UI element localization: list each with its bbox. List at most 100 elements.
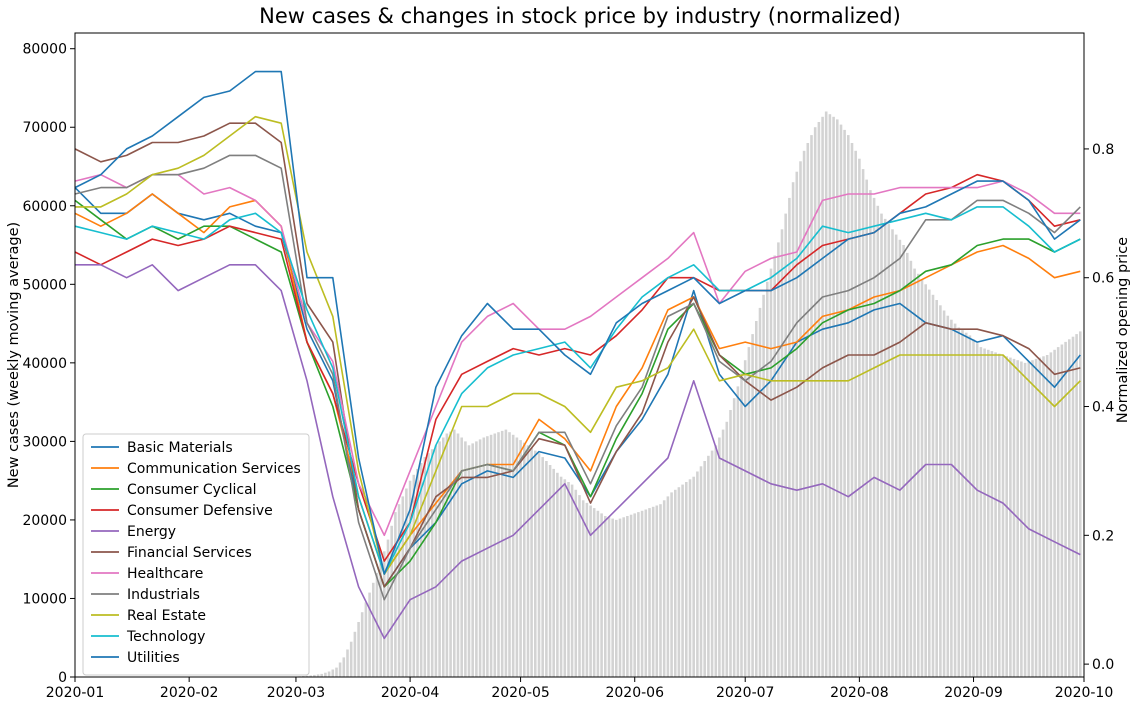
case-bar xyxy=(475,441,478,677)
legend-label: Technology xyxy=(126,629,205,645)
legend: Basic Materials Communication Services Con… xyxy=(82,433,310,676)
case-bar xyxy=(961,330,964,677)
y-left-tick-label: 50000 xyxy=(22,277,67,293)
legend-label: Industrials xyxy=(127,587,200,603)
series-line-8 xyxy=(75,115,1081,575)
case-bar xyxy=(434,445,438,677)
case-bar xyxy=(699,466,703,677)
case-bar xyxy=(920,279,924,677)
bars-layer xyxy=(276,111,1082,678)
case-bar xyxy=(405,488,408,677)
case-bar xyxy=(935,300,938,677)
x-tick-label: 2020-09 xyxy=(944,685,1003,701)
case-bar xyxy=(438,441,441,677)
case-bar xyxy=(964,332,968,677)
series-line-4 xyxy=(75,263,1081,640)
case-bar xyxy=(725,421,729,677)
case-bar xyxy=(320,673,323,677)
case-bar xyxy=(534,450,537,677)
case-bar xyxy=(511,434,515,677)
case-bar xyxy=(372,582,375,677)
case-bar xyxy=(791,182,795,677)
case-bar xyxy=(500,430,504,677)
legend-label: Basic Materials xyxy=(127,440,233,456)
case-bar xyxy=(924,284,927,677)
case-bar xyxy=(707,455,710,677)
case-bar xyxy=(648,508,651,677)
case-bar xyxy=(1034,358,1038,677)
case-bar xyxy=(979,347,983,677)
case-bar xyxy=(769,268,773,677)
case-bar xyxy=(604,516,607,677)
case-bar xyxy=(810,135,813,678)
y-left-tick-label: 20000 xyxy=(22,513,67,529)
case-bar xyxy=(556,472,559,677)
x-tick-label: 2020-04 xyxy=(381,685,440,701)
case-bar xyxy=(523,442,526,677)
case-bar xyxy=(813,127,817,677)
case-bar xyxy=(349,641,353,677)
case-bar xyxy=(342,657,346,677)
case-bar xyxy=(1075,334,1078,677)
case-bar xyxy=(703,461,706,677)
case-bar xyxy=(990,351,994,677)
legend-label: Financial Services xyxy=(127,545,252,561)
case-bar xyxy=(570,484,574,677)
case-bar xyxy=(655,505,659,677)
case-bar xyxy=(755,321,758,677)
case-bar xyxy=(751,334,754,677)
case-bar xyxy=(799,161,802,678)
y-right-tick-label: 0.4 xyxy=(1092,400,1114,416)
case-bar xyxy=(942,310,946,677)
case-bar xyxy=(758,307,762,677)
case-bar xyxy=(891,229,894,678)
case-bar xyxy=(346,649,349,677)
case-bar xyxy=(478,439,482,677)
y-axis-left-label: New cases (weekly moving average) xyxy=(6,222,22,488)
case-bar xyxy=(898,239,902,678)
case-bar xyxy=(777,242,780,677)
case-bar xyxy=(467,445,471,677)
legend-box xyxy=(82,433,310,676)
case-bar xyxy=(662,500,666,677)
case-bar xyxy=(618,518,622,677)
case-bar xyxy=(1056,347,1060,677)
chart-title: New cases & changes in stock price by in… xyxy=(259,4,901,28)
case-bar xyxy=(327,671,331,677)
y-right-tick-label: 0.0 xyxy=(1092,657,1114,673)
series-line-3 xyxy=(74,173,1081,562)
case-bar xyxy=(788,197,791,677)
case-bar xyxy=(674,489,677,677)
case-bar xyxy=(637,512,640,677)
x-tick-label: 2020-02 xyxy=(160,685,219,701)
series-line-7 xyxy=(74,154,1081,601)
legend-label: Consumer Cyclical xyxy=(127,482,257,498)
case-bar xyxy=(313,674,316,677)
case-bar xyxy=(360,612,364,677)
case-bar xyxy=(497,432,500,677)
series-line-5 xyxy=(74,122,1081,588)
case-bar xyxy=(850,143,854,677)
case-bar xyxy=(394,512,397,677)
case-bar xyxy=(747,347,751,677)
case-bar xyxy=(692,476,695,677)
legend-label: Communication Services xyxy=(127,461,301,477)
case-bar xyxy=(802,150,806,678)
case-bar xyxy=(626,516,629,677)
case-bar xyxy=(743,360,747,677)
case-bar xyxy=(552,468,555,677)
case-bar xyxy=(836,119,839,677)
case-bar xyxy=(357,622,360,677)
y-left-tick-label: 40000 xyxy=(22,356,67,372)
case-bar xyxy=(806,143,810,677)
case-bar xyxy=(972,339,975,677)
case-bar xyxy=(1020,361,1023,677)
case-bar xyxy=(353,631,357,677)
case-bar xyxy=(486,436,489,677)
case-bar xyxy=(644,509,648,677)
series-line-1 xyxy=(74,193,1081,575)
case-bar xyxy=(585,502,589,677)
x-tick-label: 2020-08 xyxy=(830,685,889,701)
case-bar xyxy=(766,281,769,677)
